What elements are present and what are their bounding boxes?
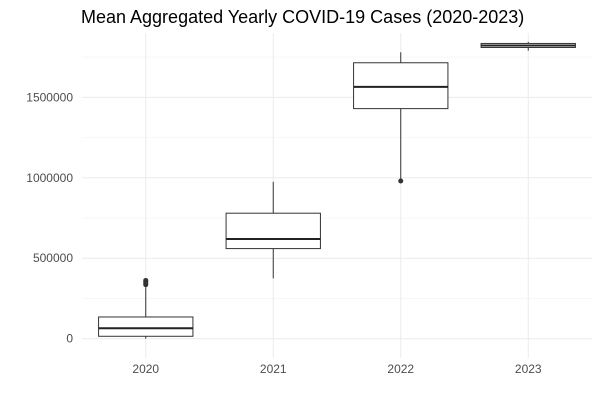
x-tick-label: 2020 bbox=[132, 362, 159, 376]
y-tick-label: 0 bbox=[66, 332, 73, 346]
y-tick-label: 1500000 bbox=[26, 90, 73, 104]
iqr-box bbox=[353, 62, 449, 110]
iqr-box bbox=[98, 316, 194, 337]
y-tick-label: 1000000 bbox=[26, 171, 73, 185]
outlier-point bbox=[143, 277, 149, 283]
box-2021 bbox=[225, 181, 321, 279]
iqr-box bbox=[225, 212, 321, 250]
x-tick-label: 2023 bbox=[515, 362, 542, 376]
y-axis-tick-labels: 0 500000 1000000 1500000 bbox=[26, 90, 73, 345]
x-axis-tick-labels: 2020 2021 2022 2023 bbox=[132, 362, 542, 376]
y-tick-label: 500000 bbox=[33, 251, 73, 265]
chart-title: Mean Aggregated Yearly COVID-19 Cases (2… bbox=[81, 7, 524, 27]
box-2023 bbox=[480, 41, 576, 51]
box-plots bbox=[98, 41, 576, 339]
x-tick-label: 2021 bbox=[260, 362, 287, 376]
x-tick-label: 2022 bbox=[387, 362, 414, 376]
outlier-point bbox=[398, 178, 404, 184]
box-2022 bbox=[353, 52, 449, 184]
box-2020 bbox=[98, 277, 194, 339]
grid-lines bbox=[82, 33, 592, 358]
